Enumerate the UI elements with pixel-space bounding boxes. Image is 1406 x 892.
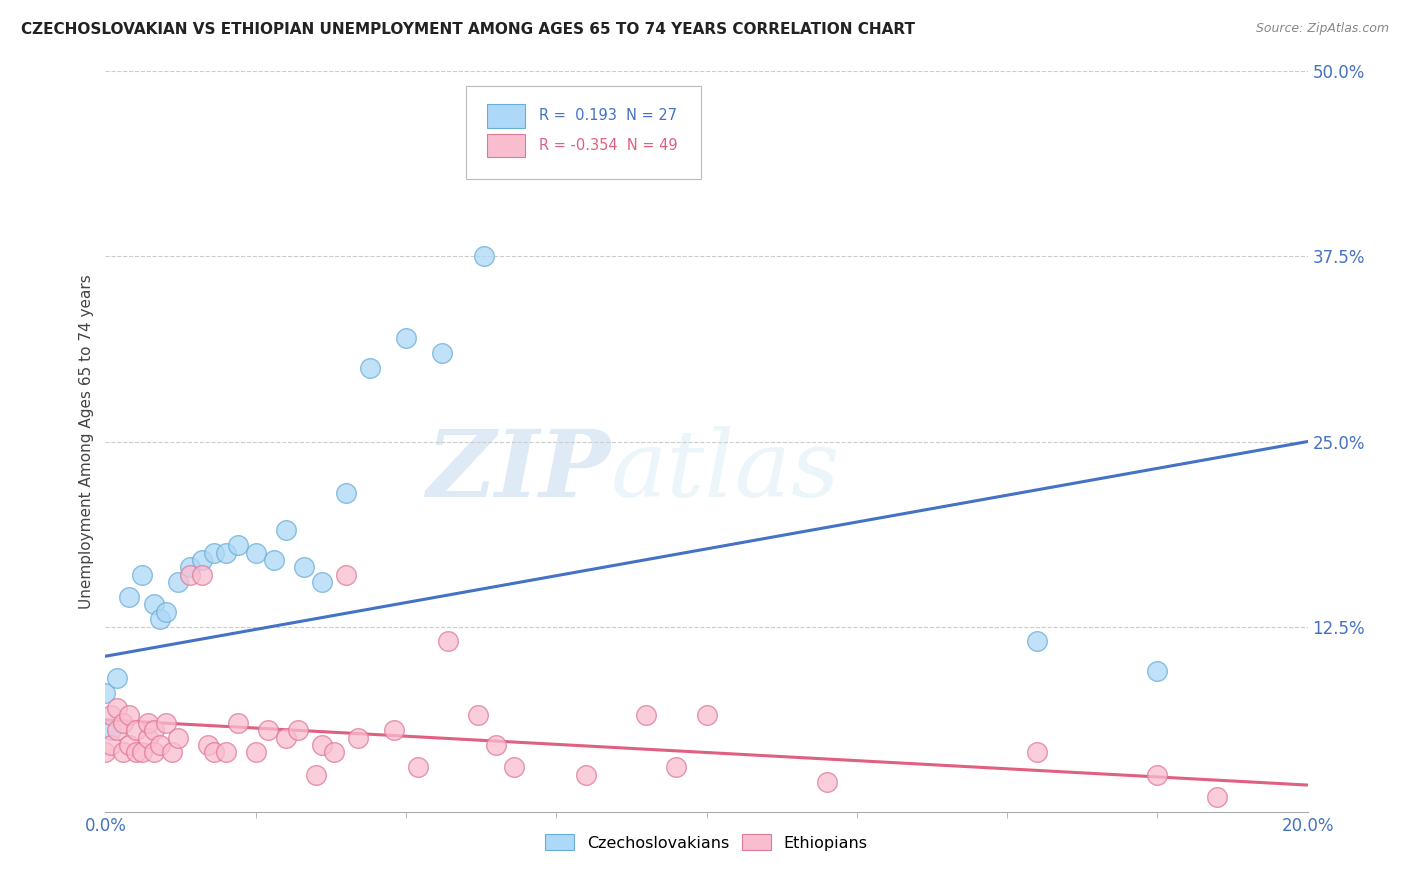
Point bbox=[214, 746, 236, 760]
Point bbox=[1206, 789, 1229, 804]
Point bbox=[94, 746, 117, 760]
Point bbox=[160, 746, 183, 760]
Point bbox=[665, 760, 688, 774]
Point bbox=[124, 746, 146, 760]
Point bbox=[292, 560, 315, 574]
Point bbox=[636, 708, 658, 723]
Point bbox=[245, 746, 267, 760]
FancyBboxPatch shape bbox=[486, 134, 524, 157]
Point bbox=[503, 760, 526, 774]
Point bbox=[1146, 767, 1168, 781]
Point bbox=[347, 731, 370, 745]
Point bbox=[815, 775, 838, 789]
Point bbox=[179, 560, 201, 574]
Point bbox=[322, 746, 344, 760]
Point bbox=[575, 767, 598, 781]
Point bbox=[118, 590, 141, 604]
Point bbox=[274, 524, 297, 538]
Point bbox=[226, 715, 249, 730]
Point bbox=[112, 746, 135, 760]
Text: ZIP: ZIP bbox=[426, 426, 610, 516]
Point bbox=[1026, 634, 1049, 648]
Point bbox=[100, 708, 122, 723]
Point bbox=[155, 715, 177, 730]
Point bbox=[131, 746, 153, 760]
Point bbox=[472, 250, 495, 264]
Point bbox=[118, 708, 141, 723]
Point bbox=[1026, 746, 1049, 760]
Point bbox=[148, 738, 170, 752]
Point bbox=[100, 738, 122, 752]
Point bbox=[107, 672, 129, 686]
Text: Source: ZipAtlas.com: Source: ZipAtlas.com bbox=[1256, 22, 1389, 36]
Point bbox=[142, 723, 165, 738]
Point bbox=[274, 731, 297, 745]
Point bbox=[287, 723, 309, 738]
Y-axis label: Unemployment Among Ages 65 to 74 years: Unemployment Among Ages 65 to 74 years bbox=[79, 274, 94, 609]
Point bbox=[197, 738, 219, 752]
Point bbox=[256, 723, 278, 738]
Point bbox=[335, 567, 357, 582]
Point bbox=[118, 738, 141, 752]
Point bbox=[142, 746, 165, 760]
Point bbox=[112, 715, 135, 730]
Point bbox=[305, 767, 328, 781]
Point bbox=[166, 731, 188, 745]
Point bbox=[142, 598, 165, 612]
FancyBboxPatch shape bbox=[486, 104, 524, 128]
Point bbox=[202, 746, 225, 760]
Text: R =  0.193  N = 27: R = 0.193 N = 27 bbox=[540, 108, 678, 123]
Point bbox=[485, 738, 508, 752]
Point bbox=[214, 546, 236, 560]
Legend: Czechoslovakians, Ethiopians: Czechoslovakians, Ethiopians bbox=[538, 828, 875, 857]
Point bbox=[124, 723, 146, 738]
Point bbox=[335, 486, 357, 500]
Point bbox=[107, 723, 129, 738]
Point bbox=[382, 723, 405, 738]
Point bbox=[179, 567, 201, 582]
Text: R = -0.354  N = 49: R = -0.354 N = 49 bbox=[540, 138, 678, 153]
FancyBboxPatch shape bbox=[467, 87, 700, 178]
Point bbox=[226, 538, 249, 552]
Point bbox=[311, 575, 333, 590]
Point bbox=[136, 715, 159, 730]
Point bbox=[263, 553, 285, 567]
Point bbox=[430, 345, 453, 359]
Point bbox=[202, 546, 225, 560]
Point bbox=[696, 708, 718, 723]
Point bbox=[467, 708, 489, 723]
Point bbox=[406, 760, 429, 774]
Point bbox=[395, 331, 418, 345]
Point bbox=[437, 634, 460, 648]
Text: CZECHOSLOVAKIAN VS ETHIOPIAN UNEMPLOYMENT AMONG AGES 65 TO 74 YEARS CORRELATION : CZECHOSLOVAKIAN VS ETHIOPIAN UNEMPLOYMEN… bbox=[21, 22, 915, 37]
Point bbox=[107, 701, 129, 715]
Point bbox=[245, 546, 267, 560]
Point bbox=[190, 553, 212, 567]
Point bbox=[94, 686, 117, 700]
Point bbox=[148, 612, 170, 626]
Point bbox=[311, 738, 333, 752]
Point bbox=[155, 605, 177, 619]
Point bbox=[605, 153, 627, 168]
Text: atlas: atlas bbox=[610, 426, 839, 516]
Point bbox=[359, 360, 381, 375]
Point bbox=[190, 567, 212, 582]
Point bbox=[131, 567, 153, 582]
Point bbox=[136, 731, 159, 745]
Point bbox=[100, 723, 122, 738]
Point bbox=[1146, 664, 1168, 678]
Point bbox=[166, 575, 188, 590]
